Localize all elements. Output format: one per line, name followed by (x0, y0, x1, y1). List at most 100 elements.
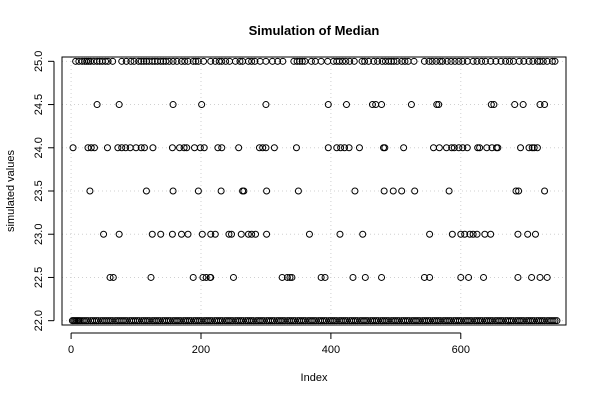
data-point (549, 317, 557, 325)
data-point (390, 57, 398, 65)
data-point (341, 144, 349, 152)
data-point (85, 57, 93, 65)
data-point (497, 57, 505, 65)
y-tick-label: 22.0 (33, 310, 45, 331)
data-point (407, 101, 415, 109)
data-point (465, 273, 473, 281)
data-point (235, 144, 243, 152)
data-point (307, 57, 315, 65)
data-point (200, 57, 208, 65)
data-point (346, 57, 354, 65)
data-point (487, 101, 495, 109)
data-point (401, 57, 409, 65)
data-point (169, 187, 177, 195)
data-point (263, 230, 271, 238)
data-point (378, 101, 386, 109)
plot-frame (61, 56, 567, 326)
data-point (536, 273, 544, 281)
data-point (524, 230, 532, 238)
data-point (214, 144, 222, 152)
data-point (207, 230, 215, 238)
data-point (86, 187, 94, 195)
data-point (198, 101, 206, 109)
data-point (279, 57, 287, 65)
data-point (274, 57, 282, 65)
data-point (476, 144, 484, 152)
data-point (189, 57, 197, 65)
data-point (351, 187, 359, 195)
data-point (355, 144, 363, 152)
data-point (541, 101, 549, 109)
data-point (536, 101, 544, 109)
data-point (381, 144, 389, 152)
data-point (480, 273, 488, 281)
data-point (122, 144, 130, 152)
data-point (457, 273, 465, 281)
data-point (368, 101, 376, 109)
data-point (90, 144, 98, 152)
data-point (389, 187, 397, 195)
x-tick-label: 200 (192, 344, 210, 356)
data-point (298, 57, 306, 65)
data-point (474, 144, 482, 152)
data-point (336, 230, 344, 238)
data-point (350, 57, 358, 65)
data-point (173, 57, 181, 65)
data-point (270, 144, 278, 152)
data-point (487, 57, 495, 65)
grid (62, 57, 566, 325)
data-point (115, 230, 123, 238)
data-point (262, 144, 270, 152)
data-point (443, 57, 451, 65)
data-point (324, 57, 332, 65)
data-point (311, 57, 319, 65)
data-point (200, 144, 208, 152)
data-point (365, 57, 373, 65)
data-point (342, 101, 350, 109)
data-point (455, 57, 463, 65)
data-point (102, 57, 110, 65)
data-point (176, 144, 184, 152)
data-point (127, 57, 135, 65)
data-point (543, 57, 551, 65)
data-point (222, 57, 230, 65)
data-point (548, 57, 556, 65)
data-point (511, 101, 519, 109)
x-tick-label: 400 (322, 344, 340, 356)
data-point (457, 230, 465, 238)
data-point (296, 57, 304, 65)
data-point (528, 273, 536, 281)
data-point (461, 230, 469, 238)
data-point (169, 57, 177, 65)
y-tick-label: 24.5 (33, 94, 45, 115)
data-point (541, 187, 549, 195)
data-point (509, 57, 517, 65)
data-point (180, 144, 188, 152)
data-point (317, 57, 325, 65)
data-point (286, 273, 294, 281)
data-point (359, 230, 367, 238)
data-point (525, 144, 533, 152)
data-point (305, 230, 313, 238)
data-point (428, 57, 436, 65)
data-point (109, 273, 117, 281)
data-point (478, 57, 486, 65)
data-point (248, 57, 256, 65)
data-point (262, 57, 270, 65)
data-point (183, 144, 191, 152)
data-point (118, 57, 126, 65)
data-points (68, 57, 561, 325)
data-point (109, 57, 117, 65)
data-point (490, 101, 498, 109)
y-tick-label: 24.0 (33, 137, 45, 158)
data-point (530, 144, 538, 152)
data-point (349, 273, 357, 281)
data-point (262, 101, 270, 109)
data-point (168, 230, 176, 238)
data-point (132, 144, 140, 152)
data-point (439, 57, 447, 65)
data-point (194, 57, 202, 65)
data-point (459, 144, 467, 152)
data-point (268, 57, 276, 65)
data-point (137, 57, 145, 65)
